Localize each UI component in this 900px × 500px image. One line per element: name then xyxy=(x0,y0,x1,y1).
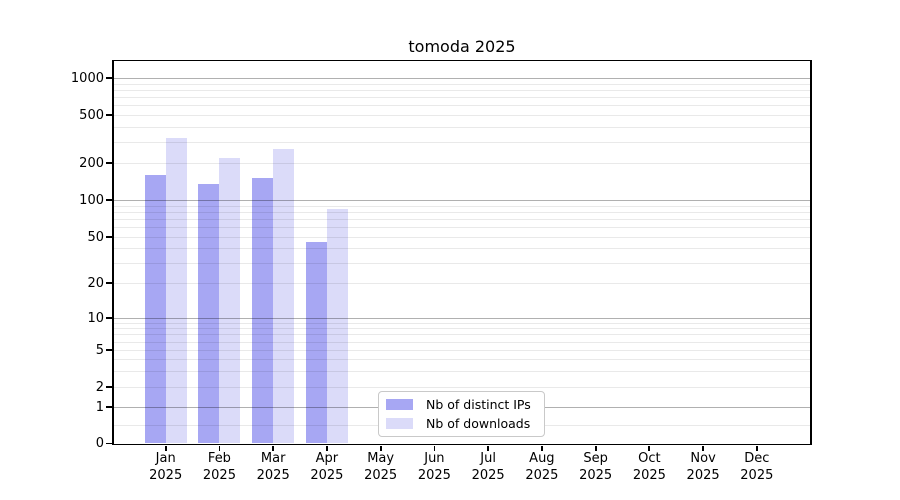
x-tick-mark xyxy=(755,445,758,451)
y-tick-label: 10 xyxy=(87,310,104,326)
y-tick-mark xyxy=(106,236,112,238)
x-tick-label-mar: Mar 2025 xyxy=(256,451,290,483)
gridline-major xyxy=(114,78,810,79)
gridline-minor xyxy=(114,126,810,128)
x-tick-mark xyxy=(648,445,651,451)
x-tick-label-jul: Jul 2025 xyxy=(471,451,505,483)
y-tick-label: 200 xyxy=(79,155,104,171)
gridline-minor xyxy=(114,227,810,229)
y-tick-label: 5 xyxy=(95,342,104,358)
y-tick-mark xyxy=(106,386,112,388)
gridline-minor xyxy=(114,205,810,207)
legend-item: Nb of distinct IPs xyxy=(386,397,536,412)
gridline-minor xyxy=(114,115,810,116)
gridline-minor xyxy=(114,219,810,221)
x-tick-mark xyxy=(433,445,436,451)
x-tick-label-dec: Dec 2025 xyxy=(740,451,774,483)
bar-nb-of-downloads-jan xyxy=(165,138,187,444)
x-tick-mark xyxy=(379,445,382,451)
gridline-minor xyxy=(114,83,810,85)
x-tick-mark xyxy=(272,445,275,451)
gridline-minor xyxy=(114,237,810,238)
x-tick-label-sep: Sep 2025 xyxy=(579,451,613,483)
bar-nb-of-distinct-ips-mar xyxy=(252,178,274,444)
x-tick-mark xyxy=(487,445,490,451)
gridline-minor xyxy=(114,387,810,388)
bar-nb-of-distinct-ips-feb xyxy=(198,183,220,444)
x-tick-mark xyxy=(218,445,221,451)
x-tick-label-may: May 2025 xyxy=(364,451,398,483)
y-tick-mark xyxy=(106,406,112,408)
gridline-minor xyxy=(114,97,810,99)
y-tick-label: 100 xyxy=(79,192,104,208)
y-tick-label: 1 xyxy=(95,399,104,415)
gridline-minor xyxy=(114,163,810,164)
top-spine xyxy=(112,59,812,62)
gridline-minor xyxy=(114,248,810,250)
y-tick-mark xyxy=(106,317,112,319)
y-tick-mark xyxy=(106,162,112,164)
y-tick-mark xyxy=(106,114,112,116)
gridline-major xyxy=(114,200,810,201)
x-tick-mark xyxy=(164,445,167,451)
y-tick-mark xyxy=(106,442,112,445)
legend-item: Nb of downloads xyxy=(386,416,536,431)
x-tick-mark xyxy=(702,445,704,451)
bar-nb-of-downloads-apr xyxy=(326,208,348,444)
right-spine xyxy=(810,59,812,446)
y-tick-mark xyxy=(106,282,112,284)
x-tick-label-apr: Apr 2025 xyxy=(310,451,344,483)
y-tick-mark xyxy=(106,77,112,79)
gridline-minor xyxy=(114,89,810,91)
y-tick-label: 20 xyxy=(87,275,104,291)
gridline-minor xyxy=(114,334,810,336)
legend-label: Nb of distinct IPs xyxy=(426,397,531,412)
x-tick-label-oct: Oct 2025 xyxy=(632,451,666,483)
x-tick-label-jan: Jan 2025 xyxy=(149,451,183,483)
y-tick-mark xyxy=(106,199,112,201)
y-tick-label: 1000 xyxy=(70,70,104,86)
x-tick-mark xyxy=(540,445,543,451)
x-tick-label-feb: Feb 2025 xyxy=(202,451,236,483)
y-tick-label: 2 xyxy=(95,379,104,395)
gridline-minor xyxy=(114,350,810,351)
bar-nb-of-distinct-ips-apr xyxy=(305,242,327,444)
gridline-minor xyxy=(114,141,810,143)
y-tick-label: 500 xyxy=(79,107,104,123)
bar-nb-of-distinct-ips-jan xyxy=(144,174,166,444)
gridline-minor xyxy=(114,322,810,324)
gridline-minor xyxy=(114,341,810,343)
x-axis-spine xyxy=(112,443,812,446)
x-tick-label-nov: Nov 2025 xyxy=(686,451,720,483)
x-tick-label-aug: Aug 2025 xyxy=(525,451,559,483)
gridline-minor xyxy=(114,283,810,284)
gridline-minor xyxy=(114,359,810,360)
y-tick-mark xyxy=(106,349,112,351)
legend-label: Nb of downloads xyxy=(426,416,531,431)
y-axis-spine xyxy=(112,59,114,446)
chart-title: tomoda 2025 xyxy=(408,37,516,56)
legend-swatch xyxy=(386,399,413,410)
gridline-minor xyxy=(114,370,810,372)
bar-nb-of-downloads-mar xyxy=(273,149,295,444)
y-tick-label: 0 xyxy=(95,436,104,451)
bar-nb-of-downloads-feb xyxy=(219,158,241,444)
legend-swatch xyxy=(386,418,413,429)
x-tick-mark xyxy=(594,445,597,451)
gridline-minor xyxy=(114,328,810,330)
legend: Nb of distinct IPs Nb of downloads xyxy=(378,391,545,437)
x-tick-label-jun: Jun 2025 xyxy=(417,451,451,483)
gridline-major xyxy=(114,318,810,319)
gridline-minor xyxy=(114,211,810,213)
x-tick-mark xyxy=(326,445,328,451)
gridline-minor xyxy=(114,105,810,107)
y-tick-label: 50 xyxy=(87,229,104,245)
gridline-minor xyxy=(114,262,810,264)
